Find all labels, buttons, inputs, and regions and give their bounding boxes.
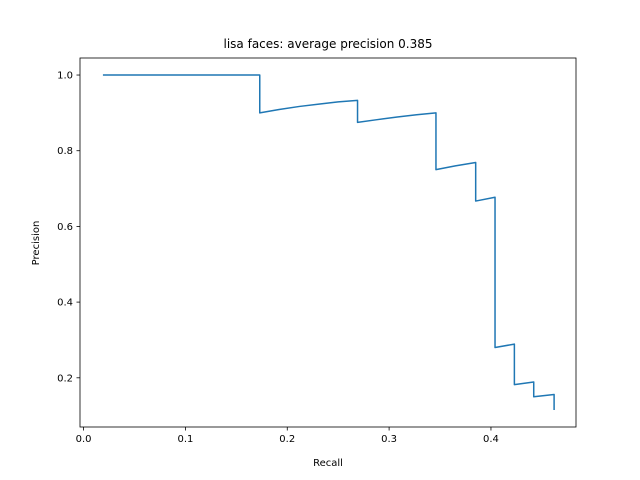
y-tick-label: 0.6 (57, 222, 73, 233)
y-tick-label: 1.0 (57, 71, 73, 82)
series-line-0 (102, 74, 555, 410)
x-tick-label: 0.3 (381, 434, 397, 445)
x-axis-label: Recall (313, 458, 343, 469)
chart-title: lisa faces: average precision 0.385 (224, 37, 433, 51)
x-tick-label: 0.0 (76, 434, 92, 445)
y-tick-label: 0.2 (57, 373, 73, 384)
axes-frame (79, 57, 577, 428)
y-tick-label: 0.8 (57, 146, 73, 157)
x-tick-label: 0.4 (483, 434, 499, 445)
y-axis-label: Precision (31, 221, 42, 266)
x-tick-label: 0.2 (279, 434, 295, 445)
plot-area: 0.0 0.1 0.2 0.3 0.4 0.2 0.4 0.6 0.8 1.0 (57, 57, 577, 445)
y-tick-label: 0.4 (57, 298, 73, 309)
x-tick-label: 0.1 (177, 434, 193, 445)
